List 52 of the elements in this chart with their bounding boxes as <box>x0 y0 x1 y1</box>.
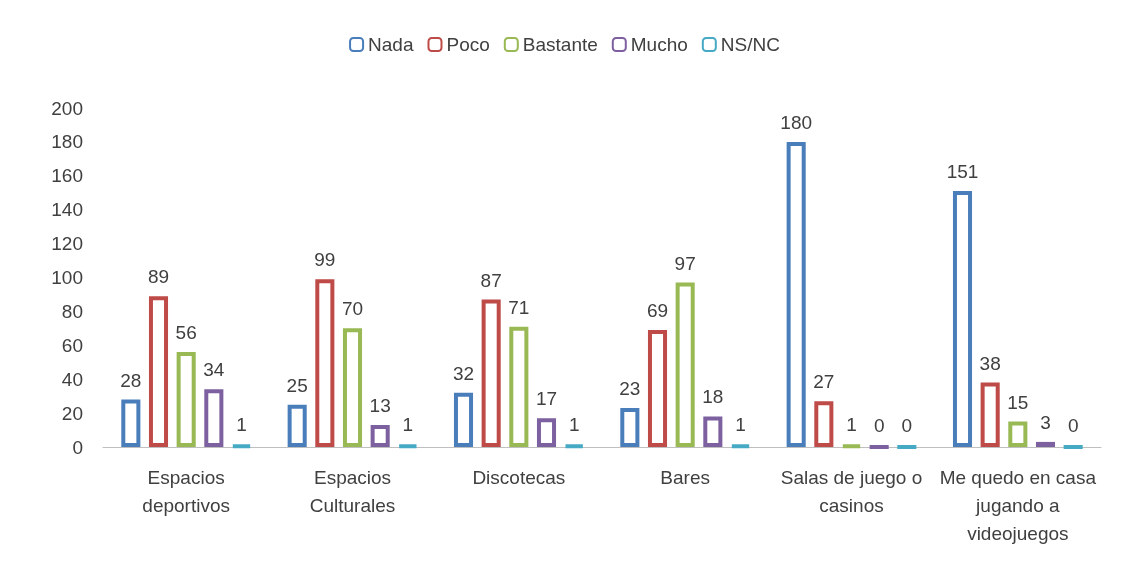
y-tick-label: 0 <box>72 436 83 458</box>
x-tick-label: Espacios Culturales <box>309 466 396 516</box>
data-label: 1 <box>735 414 746 436</box>
data-label: 89 <box>147 266 170 288</box>
data-label: 23 <box>619 378 641 400</box>
data-label: 1 <box>846 414 857 436</box>
data-label: 25 <box>286 374 308 396</box>
data-label: 17 <box>535 388 558 410</box>
y-tick-label: 180 <box>51 131 83 153</box>
data-label: 71 <box>508 296 530 318</box>
data-label: 99 <box>314 249 336 271</box>
x-tick-label: Salas de juego o casinos <box>780 466 923 516</box>
y-tick-label: 20 <box>61 402 83 424</box>
legend-label: Nada <box>368 34 414 55</box>
data-label: 15 <box>1007 391 1029 413</box>
data-label: 38 <box>979 352 1001 374</box>
data-label: 18 <box>702 386 724 408</box>
data-label: 1 <box>568 414 580 436</box>
y-tick-label: 100 <box>51 267 83 288</box>
data-label: 32 <box>452 362 475 384</box>
y-tick-label: 60 <box>61 334 83 356</box>
data-label: 87 <box>480 269 502 291</box>
data-label: 97 <box>674 252 696 274</box>
data-label: 34 <box>203 359 225 381</box>
data-label: 3 <box>1040 411 1051 433</box>
legend-label: Poco <box>446 34 490 55</box>
x-tick-label: Bares <box>660 466 710 488</box>
data-label: 70 <box>341 298 364 320</box>
data-label: 180 <box>780 111 813 133</box>
data-label: 0 <box>873 415 885 436</box>
data-label: 56 <box>175 322 197 344</box>
y-tick-label: 160 <box>51 165 83 187</box>
data-label: 1 <box>402 414 414 436</box>
legend-label: NS/NC <box>720 34 780 55</box>
y-tick-label: 200 <box>51 97 83 119</box>
y-tick-label: 140 <box>51 199 83 221</box>
data-label: 1 <box>236 414 247 436</box>
y-tick-label: 120 <box>51 233 83 255</box>
data-label: 28 <box>120 369 142 391</box>
data-label: 151 <box>946 161 979 183</box>
x-tick-label: Espacios deportivos <box>142 466 230 516</box>
x-tick-label: Me quedo en casa jugando a videojuegos <box>939 466 1097 544</box>
x-tick-label: Discotecas <box>472 466 566 488</box>
y-tick-label: 40 <box>61 368 83 390</box>
y-tick-label: 80 <box>61 300 83 322</box>
legend-label: Bastante <box>522 34 598 55</box>
data-label: 27 <box>813 371 835 393</box>
data-label: 69 <box>646 300 669 322</box>
legend-label: Mucho <box>630 34 688 55</box>
data-label: 13 <box>369 394 391 416</box>
data-label: 0 <box>1067 415 1079 436</box>
data-label: 0 <box>901 415 913 436</box>
